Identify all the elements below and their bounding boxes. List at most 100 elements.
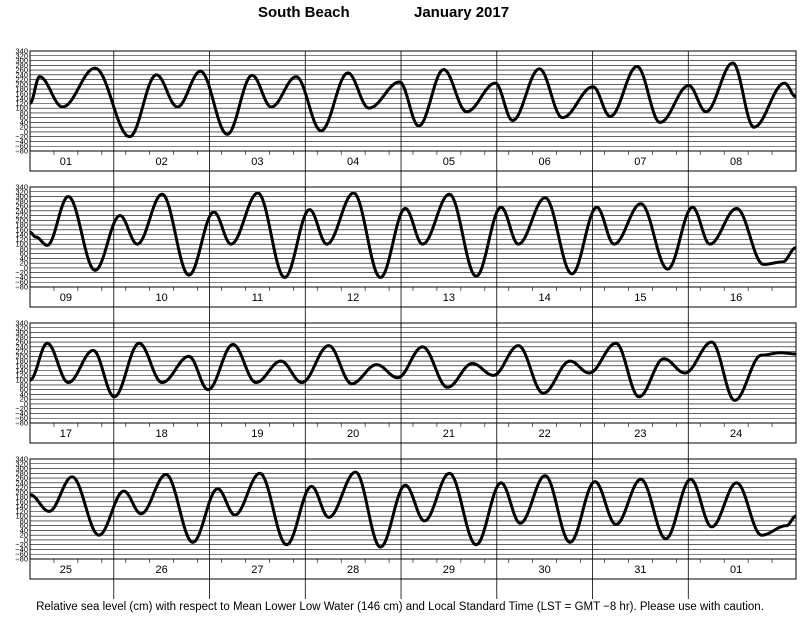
y-tick-label: 260 (15, 474, 28, 483)
tide-curve (30, 470, 796, 549)
footnote: Relative sea level (cm) with respect to … (36, 601, 764, 613)
y-tick-label: 300 (15, 56, 28, 65)
station-title: South Beach (258, 4, 350, 21)
y-tick-label: 140 (15, 230, 28, 239)
tide-curve (30, 340, 796, 402)
y-tick-label: 80 (20, 108, 28, 117)
y-tick-label: −80 (15, 419, 28, 428)
y-tick-label: −80 (15, 283, 28, 292)
y-tick-label: 20 (20, 123, 28, 132)
y-tick-label: 180 (15, 221, 28, 230)
y-tick-label: 160 (15, 225, 28, 234)
y-tick-label: 280 (15, 61, 28, 70)
y-tick-label: 200 (15, 216, 28, 225)
y-tick-label: −20 (15, 268, 28, 277)
y-tick-label: 80 (20, 516, 28, 525)
y-tick-label: −20 (15, 540, 28, 549)
y-tick-label: 280 (15, 333, 28, 342)
day-label: 03 (251, 156, 263, 168)
y-tick-label: 80 (20, 380, 28, 389)
y-tick-label: 320 (15, 187, 28, 196)
y-tick-label: 120 (15, 371, 28, 380)
y-tick-label: 0 (24, 263, 28, 272)
day-label: 10 (156, 292, 168, 304)
day-label: 11 (252, 292, 263, 304)
y-tick-label: −40 (15, 273, 28, 282)
y-tick-label: 40 (20, 526, 28, 535)
y-tick-label: 20 (20, 395, 28, 404)
day-label-strip (29, 422, 797, 444)
y-tick-label: −60 (15, 142, 28, 151)
y-tick-label: 180 (15, 85, 28, 94)
day-label: 08 (730, 156, 742, 168)
day-label: 14 (539, 292, 551, 304)
y-tick-label: 60 (20, 113, 28, 122)
y-tick-label: 160 (15, 361, 28, 370)
y-tick-label: 0 (24, 127, 28, 136)
y-tick-label: 340 (15, 183, 28, 192)
y-tick-label: 340 (15, 319, 28, 328)
day-label: 16 (730, 292, 742, 304)
day-label: 27 (251, 564, 263, 576)
day-label: 06 (539, 156, 551, 168)
y-tick-label: −60 (15, 414, 28, 423)
y-tick-label: 0 (24, 399, 28, 408)
y-tick-label: 340 (15, 47, 28, 56)
day-label-strip (29, 150, 797, 172)
day-label: 02 (156, 156, 168, 168)
day-label: 24 (730, 428, 742, 440)
y-tick-label: 260 (15, 202, 28, 211)
day-label: 29 (443, 564, 455, 576)
y-tick-label: 120 (15, 235, 28, 244)
day-label: 04 (347, 156, 359, 168)
y-tick-label: 60 (20, 521, 28, 530)
y-tick-label: 120 (15, 507, 28, 516)
y-tick-label: 80 (20, 244, 28, 253)
day-label: 05 (443, 156, 455, 168)
y-tick-label: −40 (15, 545, 28, 554)
day-label-strip (29, 558, 797, 580)
day-label: 25 (60, 564, 72, 576)
y-tick-label: −40 (15, 409, 28, 418)
y-tick-label: 160 (15, 89, 28, 98)
y-tick-label: 260 (15, 338, 28, 347)
y-tick-label: 180 (15, 493, 28, 502)
y-tick-label: −60 (15, 278, 28, 287)
y-tick-label: 220 (15, 211, 28, 220)
day-label-strip (29, 286, 797, 308)
y-tick-label: 240 (15, 206, 28, 215)
day-label: 01 (730, 564, 742, 576)
day-label: 18 (156, 428, 168, 440)
day-label: 26 (156, 564, 168, 576)
y-tick-label: 20 (20, 531, 28, 540)
y-tick-label: −40 (15, 137, 28, 146)
y-tick-label: 40 (20, 390, 28, 399)
y-tick-label: 140 (15, 366, 28, 375)
day-label: 09 (60, 292, 72, 304)
y-tick-label: 60 (20, 385, 28, 394)
day-label: 07 (634, 156, 646, 168)
y-tick-label: 340 (15, 455, 28, 464)
y-tick-label: 120 (15, 99, 28, 108)
day-label: 15 (634, 292, 646, 304)
day-label: 12 (347, 292, 359, 304)
tide-curve (30, 191, 796, 279)
y-tick-label: 180 (15, 357, 28, 366)
day-label: 30 (539, 564, 551, 576)
tide-curve (30, 61, 796, 139)
y-tick-label: 240 (15, 342, 28, 351)
y-tick-label: 160 (15, 497, 28, 506)
day-label: 21 (443, 428, 455, 440)
y-tick-label: 280 (15, 197, 28, 206)
y-tick-label: 220 (15, 483, 28, 492)
y-tick-label: 300 (15, 328, 28, 337)
y-tick-label: −80 (15, 147, 28, 156)
y-tick-label: 0 (24, 535, 28, 544)
y-tick-label: 200 (15, 352, 28, 361)
y-tick-label: 300 (15, 464, 28, 473)
day-label: 23 (634, 428, 646, 440)
y-tick-label: 40 (20, 118, 28, 127)
y-tick-label: 240 (15, 70, 28, 79)
y-tick-label: −60 (15, 550, 28, 559)
y-tick-label: 220 (15, 75, 28, 84)
